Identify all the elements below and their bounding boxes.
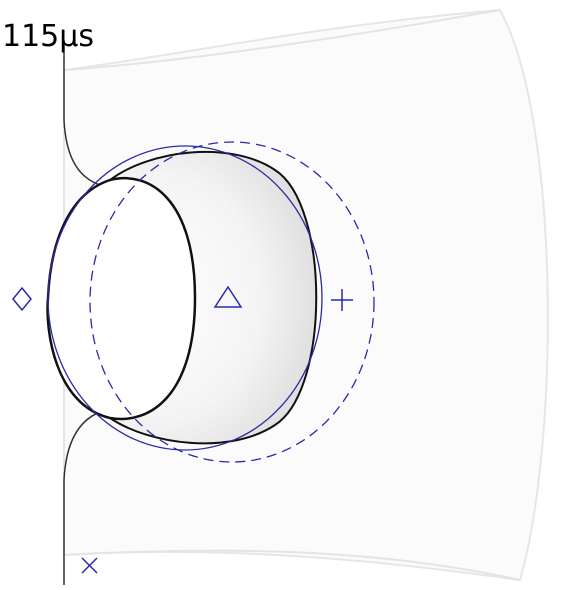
domain-boundary-top — [63, 9, 501, 71]
cross-marker — [81, 557, 98, 574]
wall-upper — [63, 40, 101, 186]
wall-lower — [63, 411, 101, 585]
blue-contour — [47, 145, 323, 451]
plus-marker — [331, 289, 353, 311]
bubble-inner — [46, 176, 197, 421]
diamond-marker — [12, 286, 32, 312]
domain-boundary-bottom — [63, 549, 521, 581]
triangle-marker — [213, 285, 243, 308]
dashed-contour — [89, 141, 375, 463]
time-label: 115μs — [2, 19, 94, 54]
